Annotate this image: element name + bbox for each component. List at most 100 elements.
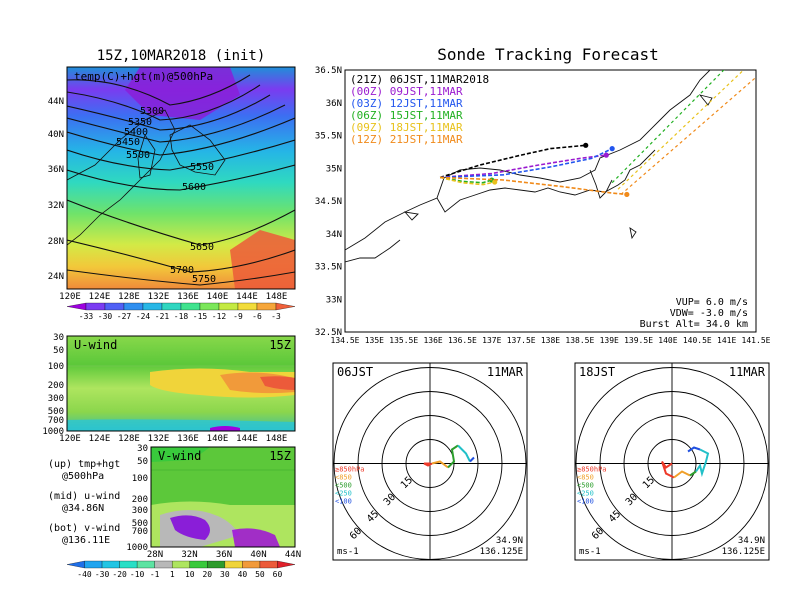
map-500-label: temp(C)+hgt(m)@500hPa (74, 70, 213, 83)
lat-tick-label: 36.5N (315, 66, 342, 76)
pressure-tick-label: 1000 (42, 427, 64, 437)
lat-tick-label: 34.5N (315, 197, 342, 207)
colorbar-swatch (199, 302, 220, 311)
lon-tick-label: 136E (177, 434, 199, 444)
map-500-lat-ticks: 44N 40N 36N 32N 28N 24N (48, 97, 64, 282)
hodograph-trace (469, 456, 475, 463)
vwind-title: V-wind (158, 449, 201, 463)
svg-text:5750: 5750 (192, 274, 216, 285)
svg-text:5450: 5450 (116, 137, 140, 148)
track-flight-path (617, 70, 745, 190)
lon-tick-label: 138.5E (565, 336, 594, 345)
colorbar-label: 1 (170, 570, 175, 579)
lat-tick-label: 40N (250, 550, 266, 560)
hodograph-unit: ms-1 (337, 547, 359, 557)
colorbar-label: -15 (193, 312, 208, 321)
hodograph-trace (695, 448, 710, 478)
hodograph-trace (687, 446, 701, 453)
level-legend: ≥850hPa (577, 466, 607, 474)
colorbar-label: 10 (185, 570, 195, 579)
lon-tick-label: 140E (207, 434, 229, 444)
track-series-line (440, 154, 607, 179)
lon-tick-label: 128E (118, 434, 140, 444)
colorbar-swatch (66, 560, 85, 569)
colorbar-label: -24 (136, 312, 151, 321)
colorbar-label: -1 (150, 570, 160, 579)
track-series-line (440, 147, 613, 179)
pressure-tick-label: 30 (53, 333, 64, 343)
track-burst-point (609, 146, 615, 152)
hodograph-date: 11MAR (487, 365, 524, 379)
lon-tick-label: 132E (148, 434, 170, 444)
hodograph-trace (689, 470, 697, 477)
svg-text:5550: 5550 (190, 162, 214, 173)
colorbar-swatch (242, 560, 261, 569)
colorbar-swatch (172, 560, 190, 569)
colorbar-swatch (85, 302, 106, 311)
track-series-line (439, 144, 586, 179)
colorbar-label: -30 (95, 570, 110, 579)
svg-text:5700: 5700 (170, 265, 194, 276)
colorbar-label: -12 (212, 312, 227, 321)
coast-shikoku (345, 239, 401, 263)
level-legend: <100 (577, 498, 594, 506)
track-series-line (439, 176, 493, 184)
svg-text:(bot) v-wind: (bot) v-wind (48, 523, 120, 534)
vwind-time: 15Z (269, 449, 291, 463)
lon-tick-label: 132E (148, 292, 170, 302)
colorbar-swatch (66, 302, 87, 311)
svg-text:5650: 5650 (190, 242, 214, 253)
coast-asia (67, 109, 176, 246)
hodograph-loc-lon: 136.125E (480, 547, 523, 557)
lat-tick-label: 34N (326, 230, 342, 240)
track-legend-entry: (21Z) 06JST,11MAR2018 (350, 73, 489, 86)
colorbar-swatch (154, 560, 173, 569)
lon-tick-label: 138E (541, 336, 560, 345)
colorbar-swatch (259, 560, 278, 569)
lat-tick-label: 44N (48, 97, 64, 107)
lon-tick-label: 139.5E (624, 336, 653, 345)
track-lon-ticks: 134.5E 135E 135.5E 136E 136.5E 137E 137.5E 138E… (331, 336, 771, 345)
colorbar-swatch (104, 302, 125, 311)
colorbar-label: 30 (220, 570, 230, 579)
temp-colorbar: -33 -30 -27 -24 -21 -18 -15 -12 -9 -6 -3 (66, 302, 296, 321)
lat-tick-label: 36N (48, 165, 64, 175)
track-series-line (439, 176, 495, 186)
lat-tick-label: 24N (48, 272, 64, 282)
pressure-tick-label: 100 (132, 474, 148, 484)
level-legend: ≥850hPa (335, 466, 365, 474)
pressure-tick-label: 500 (48, 407, 64, 417)
colorbar-swatch (237, 302, 258, 311)
colorbar-swatch (142, 302, 163, 311)
hodograph-title: 06JST (337, 365, 373, 379)
colorbar-swatch (224, 560, 243, 569)
lon-tick-label: 135E (365, 336, 384, 345)
svg-text:VUP= 6.0 m/s: VUP= 6.0 m/s (676, 297, 748, 308)
lon-tick-label: 141.5E (742, 336, 771, 345)
svg-text:Burst Alt= 34.0 km: Burst Alt= 34.0 km (640, 319, 748, 330)
track-legend-entry: (09Z) 18JST,11MAR (350, 121, 463, 134)
pressure-tick-label: 30 (137, 444, 148, 454)
hodograph-trace (423, 462, 433, 467)
panel-notes: (up) tmp+hgt @500hPa (mid) u-wind @34.86… (48, 459, 120, 546)
lon-tick-label: 135.5E (389, 336, 418, 345)
colorbar-swatch (84, 560, 103, 569)
level-legend: <100 (335, 498, 352, 506)
coast-isle (629, 227, 637, 240)
lon-tick-label: 120E (59, 292, 81, 302)
lat-tick-label: 44N (285, 550, 301, 560)
colorbar-label: 50 (255, 570, 265, 579)
colorbar-label: -18 (174, 312, 189, 321)
wind-colorbar: -40 -30 -20 -10 -1 1 10 20 30 40 50 60 (66, 560, 296, 579)
lat-tick-label: 28N (48, 237, 64, 247)
svg-text:(mid) u-wind: (mid) u-wind (48, 491, 120, 502)
colorbar-label: -9 (233, 312, 243, 321)
pressure-tick-label: 700 (48, 416, 64, 426)
svg-text:@500hPa: @500hPa (62, 471, 104, 482)
hodograph-unit: ms-1 (579, 547, 601, 557)
lon-tick-label: 140E (207, 292, 229, 302)
